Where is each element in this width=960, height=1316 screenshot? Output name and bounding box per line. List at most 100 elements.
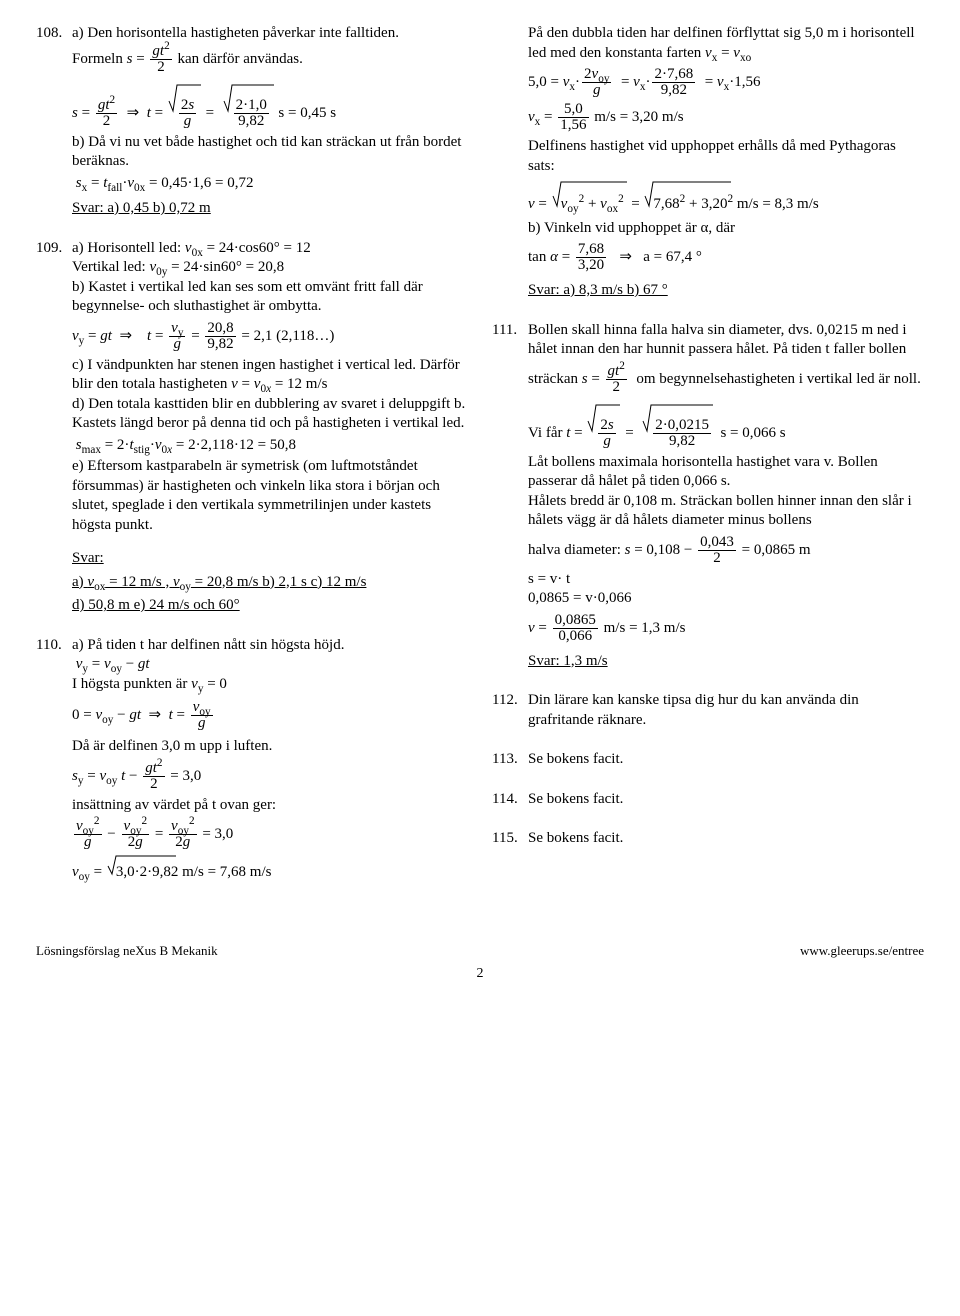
text-line: Hålets bredd är 0,108 m. Sträckan bollen… [528,492,924,531]
text: om begynnelsehastigheten i vertikal led … [636,370,921,386]
text: = 2·2,118·12 = 50,8 [176,437,296,453]
text: s = 0,066 s [720,425,785,441]
problem-body: Se bokens facit. [528,790,924,810]
text-line: Låt bollens maximala horisontella hastig… [528,453,924,492]
problem-number: 113. [492,750,528,770]
text-line: I högsta punkten är vy = 0 [72,675,468,695]
text: a = 67,4 ° [643,249,702,265]
problem-112: 112. Din lärare kan kanske tipsa dig hur… [492,691,924,730]
problem-number: 112. [492,691,528,730]
text-line: s = v· t [528,570,924,590]
answer-line: d) 50,8 m e) 24 m/s och 60° [72,596,240,616]
text-line: 0,0865 = v·0,066 [528,589,924,609]
problem-body: Din lärare kan kanske tipsa dig hur du k… [528,691,924,730]
problem-body: Se bokens facit. [528,750,924,770]
text: m/s = 8,3 m/s [737,196,819,212]
answer-line: a) vox = 12 m/s , voy = 20,8 m/s b) 2,1 … [72,573,366,593]
text: = 12 m/s [275,376,328,392]
problem-number-empty [492,24,528,301]
problem-110-cont: På den dubbla tiden har delfinen förflyt… [492,24,924,301]
equation: 5,0 = vx·2voyg = vx·2·7,689,82 = vx·1,56 [528,67,924,98]
text: m/s = 7,68 m/s [182,864,271,880]
text: = 12 m/s , [105,574,173,590]
text: = 20,8 m/s b) 2,1 s c) 12 m/s [191,574,367,590]
text: s = 0,45 s [278,105,336,121]
page-number: 2 [36,965,924,983]
answer: Svar: 1,3 m/s [528,652,608,672]
text: = 2,1 (2,118…) [241,328,334,344]
equation: sträckan s = gt22 om begynnelsehastighet… [528,364,924,395]
text: = 3,0 [170,768,201,784]
problem-108: 108. a) Den horisontella hastigheten påv… [36,24,468,219]
text: = 0,0865 m [742,542,811,558]
text-line: d) Den totala kasttiden blir en dubbleri… [72,395,468,434]
two-column-layout: 108. a) Den horisontella hastigheten påv… [36,24,924,903]
text: = 0,45·1,6 = 0,72 [149,175,253,191]
problem-body: Bollen skall hinna falla halva sin diame… [528,321,924,672]
text: halva diameter: [528,542,625,558]
text: kan därför användas. [177,50,302,66]
text: På den dubbla tiden har delfinen förflyt… [528,25,915,61]
problem-109: 109. a) Horisontell led: v0x = 24·cos60°… [36,239,468,616]
answer-label: Svar: [72,549,104,569]
text: m/s = 1,3 m/s [604,620,686,636]
equation: tan α = 7,683,20 ⇒ a = 67,4 ° [528,242,924,273]
text-line: e) Eftersom kastparabeln är symetrisk (o… [72,457,468,535]
text: ·1,56 [729,74,760,90]
problem-body: a) Horisontell led: v0x = 24·cos60° = 12… [72,239,468,616]
problem-115: 115. Se bokens facit. [492,829,924,849]
text-line: a) På tiden t har delfinen nått sin högs… [72,636,468,656]
text: m/s = 3,20 m/s [594,109,683,125]
problem-body: På den dubbla tiden har delfinen förflyt… [528,24,924,301]
text-line: b) Då vi nu vet både hastighet och tid k… [72,133,468,172]
problem-number: 110. [36,636,72,883]
equation: Vi får t = 2sg = 2·0,02159,82 s = 0,066 … [528,399,924,449]
problem-number: 108. [36,24,72,219]
text-line: a) Horisontell led: v0x = 24·cos60° = 12 [72,239,468,259]
answer-block: Svar: a) vox = 12 m/s , voy = 20,8 m/s b… [72,545,468,616]
text-line: På den dubbla tiden har delfinen förflyt… [528,24,924,63]
footer-left: Lösningsförslag neXus B Mekanik [36,943,218,960]
text-line: insättning av värdet på t ovan ger: [72,796,468,816]
text-line: a) Den horisontella hastigheten påverkar… [72,24,468,44]
text-line: b) Kastet i vertikal led kan ses som ett… [72,278,468,317]
answer: Svar: a) 0,45 b) 0,72 m [72,199,211,219]
text-line: Då är delfinen 3,0 m upp i luften. [72,737,468,757]
problem-body: Se bokens facit. [528,829,924,849]
text-line: Delfinens hastighet vid upphoppet erhåll… [528,137,924,176]
text-line: Bollen skall hinna falla halva sin diame… [528,321,924,360]
text: Formeln [72,50,127,66]
text: = 24·sin60° = 20,8 [171,259,284,275]
problem-number: 115. [492,829,528,849]
footer-right: www.gleerups.se/entree [800,943,924,960]
problem-113: 113. Se bokens facit. [492,750,924,770]
problem-number: 109. [36,239,72,616]
equation: vy = voy − gt [72,655,468,675]
problem-number: 111. [492,321,528,672]
equation: smax = 2·tstig·v0x = 2·2,118·12 = 50,8 [72,436,468,456]
equation: sy = voy t − gt22 = 3,0 [72,761,468,792]
text: = 3,0 [202,826,233,842]
equation: voy2g − voy22g = voy22g = 3,0 [72,819,468,850]
equation: voy = 3,0·2·9,82 m/s = 7,68 m/s [72,854,468,883]
equation: vx = 5,01,56 m/s = 3,20 m/s [528,102,924,133]
problem-114: 114. Se bokens facit. [492,790,924,810]
equation: halva diameter: s = 0,108 − 0,0432 = 0,0… [528,535,924,566]
equation: 0 = voy − gt ⇒ t = voyg [72,700,468,731]
text-line: c) I vändpunkten har stenen ingen hastig… [72,356,468,395]
text: Vertikal led: [72,259,149,275]
text-line: Vertikal led: v0y = 24·sin60° = 20,8 [72,258,468,278]
problem-body: a) Den horisontella hastigheten påverkar… [72,24,468,219]
page-footer: Lösningsförslag neXus B Mekanik www.glee… [36,943,924,960]
equation: sx = tfall·v0x = 0,45·1,6 = 0,72 [72,174,468,194]
text-line: Formeln s = gt22 kan därför användas. [72,44,468,75]
text: a) Horisontell led: [72,240,185,256]
problem-110: 110. a) På tiden t har delfinen nått sin… [36,636,468,883]
text-line: b) Vinkeln vid upphoppet är α, där [528,219,924,239]
right-column: På den dubbla tiden har delfinen förflyt… [492,24,924,903]
problem-111: 111. Bollen skall hinna falla halva sin … [492,321,924,672]
answer: Svar: a) 8,3 m/s b) 67 ° [528,281,668,301]
text: = 24·cos60° = 12 [207,240,311,256]
equation: s = gt22 ⇒ t = 2sg = 2·1,09,82 s = 0,45 … [72,79,468,129]
problem-body: a) På tiden t har delfinen nått sin högs… [72,636,468,883]
